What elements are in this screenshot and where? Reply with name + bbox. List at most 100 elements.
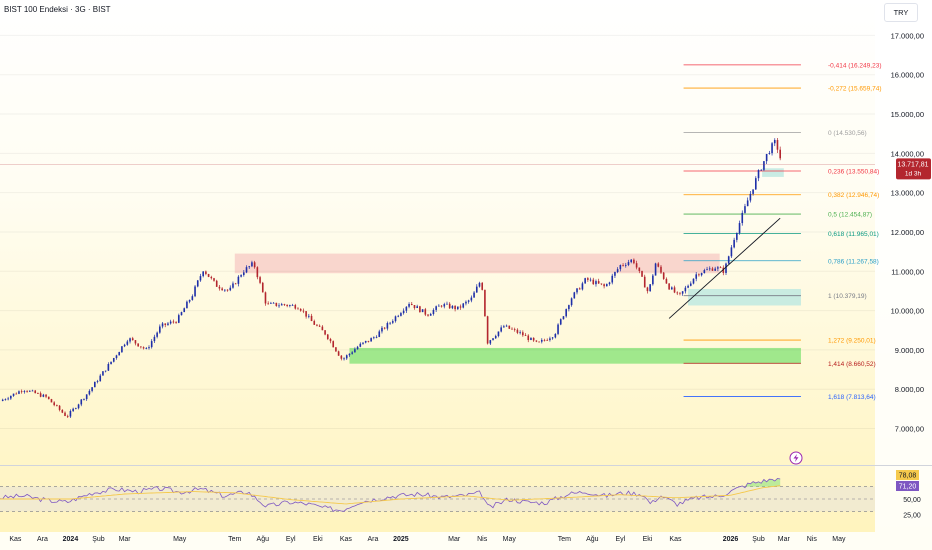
fib-level-label: 0,236 (13.550,84): [828, 168, 879, 175]
candle-body: [465, 301, 467, 304]
candle-body: [738, 223, 741, 234]
candle-body: [175, 321, 177, 323]
candle-body: [110, 361, 112, 364]
time-tick-label: Kas: [340, 536, 353, 543]
candle-body: [335, 347, 337, 352]
candles-layer: [1, 138, 781, 419]
candle-body: [272, 302, 275, 304]
candle-body: [253, 262, 256, 268]
time-tick-label: Şub: [92, 536, 105, 543]
candle-body: [508, 325, 511, 329]
candle-body: [492, 338, 494, 341]
currency-button[interactable]: TRY: [884, 3, 918, 22]
time-tick-label: Tem: [228, 536, 241, 543]
zones-layer: [234, 168, 801, 364]
candle-body: [771, 143, 773, 154]
candle-body: [332, 341, 335, 348]
candle-body: [94, 381, 96, 388]
candle-body: [256, 267, 259, 278]
time-tick-label: 2024: [63, 536, 79, 543]
candle-body: [768, 153, 771, 155]
candle-body: [597, 281, 600, 284]
candle-body: [522, 332, 524, 336]
candle-body: [1, 399, 4, 402]
candle-body: [207, 273, 210, 277]
candle-body: [627, 262, 630, 265]
candle-body: [210, 276, 213, 279]
candle-body: [459, 306, 462, 308]
candle-body: [540, 339, 543, 342]
last-price-badge: [896, 158, 931, 180]
candle-body: [373, 337, 375, 339]
candle-body: [429, 313, 432, 316]
rsi-ma-line: [0, 485, 781, 505]
candle-body: [364, 340, 367, 343]
candle-body: [167, 323, 169, 325]
candle-body: [15, 393, 18, 395]
time-tick-label: 2025: [393, 536, 409, 543]
candle-body: [299, 308, 302, 311]
candle-body: [765, 154, 768, 162]
candle-body: [706, 269, 708, 271]
price-tick-label: 7.000,00: [895, 425, 924, 434]
candle-body: [80, 399, 83, 405]
time-tick-label: May: [503, 536, 517, 543]
candle-body: [614, 272, 616, 276]
time-tick-label: Mar: [119, 536, 132, 543]
candle-body: [28, 390, 31, 392]
candle-body: [362, 342, 364, 344]
flash-icon[interactable]: [789, 451, 803, 465]
candle-body: [643, 276, 646, 288]
time-tick-label: Mar: [778, 536, 791, 543]
candle-body: [242, 272, 245, 276]
candle-body: [570, 298, 573, 306]
symbol-title[interactable]: BIST 100 Endeksi · 3G · BIST: [4, 5, 111, 14]
candle-body: [660, 266, 662, 273]
candle-body: [286, 304, 288, 306]
candle-body: [513, 329, 516, 331]
candle-body: [356, 346, 359, 350]
candle-body: [410, 303, 413, 306]
candle-body: [746, 200, 749, 207]
time-tick-label: Nis: [807, 536, 818, 543]
fib-level-label: -0,272 (15.659,74): [828, 86, 881, 93]
candle-body: [177, 315, 180, 323]
fib-level-label: 1 (10.379,19): [828, 293, 867, 300]
candle-body: [83, 399, 85, 400]
candle-body: [148, 347, 150, 349]
candle-body: [611, 275, 614, 283]
candle-body: [381, 327, 383, 332]
candle-body: [191, 296, 194, 300]
candle-body: [635, 263, 638, 268]
candle-body: [180, 312, 183, 316]
candle-body: [524, 335, 527, 337]
candle-body: [343, 358, 345, 360]
candle-body: [318, 325, 321, 327]
candle-body: [451, 305, 454, 309]
candle-body: [31, 390, 34, 392]
time-tick-label: Şub: [752, 536, 765, 543]
candle-body: [77, 404, 80, 409]
candle-body: [367, 340, 370, 342]
candle-body: [259, 277, 261, 283]
candle-body: [140, 346, 142, 348]
candle-body: [215, 280, 218, 287]
fib-level-label: 0,618 (11.965,01): [828, 231, 879, 238]
candle-body: [23, 390, 26, 392]
candle-body: [340, 355, 343, 359]
candle-body: [308, 315, 310, 317]
candle-body: [527, 335, 530, 341]
fib-level-label: 0,382 (12.946,74): [828, 192, 879, 199]
candle-body: [337, 351, 340, 356]
candle-body: [102, 371, 104, 376]
candle-body: [194, 286, 196, 297]
candle-body: [370, 338, 372, 342]
candle-body: [457, 306, 459, 310]
candle-body: [12, 393, 15, 396]
candle-body: [278, 305, 280, 307]
candle-body: [42, 394, 45, 397]
candle-body: [137, 343, 139, 347]
candle-body: [559, 319, 562, 325]
candle-body: [85, 394, 88, 400]
